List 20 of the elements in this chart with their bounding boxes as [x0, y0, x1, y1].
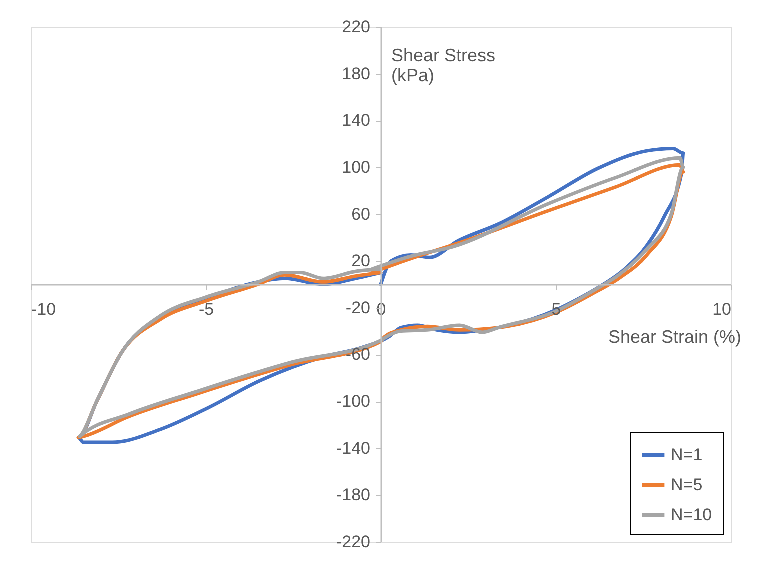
x-tick-label: -5 — [198, 300, 214, 319]
y-tick-label: 60 — [352, 204, 370, 224]
x-tick-label: 10 — [712, 300, 732, 319]
y-tick-label: 20 — [352, 252, 370, 271]
legend-label: N=5 — [671, 476, 703, 494]
y-tick-label: -100 — [336, 392, 370, 412]
x-axis-title: Shear Strain (%) — [608, 327, 742, 347]
y-tick-label: 140 — [342, 111, 370, 130]
y-tick-label: 100 — [342, 158, 370, 177]
y-tick-label: -180 — [336, 486, 370, 505]
x-tick-label: 5 — [552, 300, 562, 319]
y-tick-label: -20 — [346, 298, 370, 318]
x-tick-label: -10 — [32, 300, 56, 319]
legend-label: N=1 — [671, 446, 703, 464]
y-axis-title: Shear Stress (kPa) — [392, 46, 496, 86]
y-tick-label: -140 — [336, 438, 370, 458]
y-tick-label: 180 — [342, 64, 370, 84]
y-tick-label: 220 — [342, 18, 370, 36]
y-tick-label: -220 — [336, 532, 370, 552]
legend-label: N=10 — [671, 506, 712, 524]
